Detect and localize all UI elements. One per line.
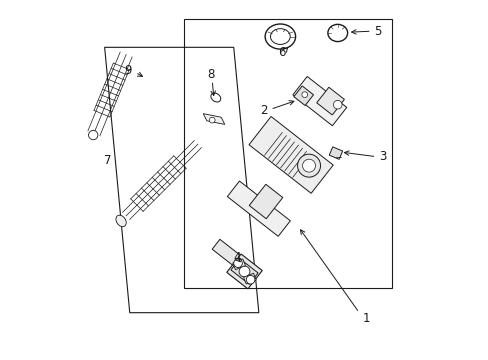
Polygon shape — [230, 258, 258, 284]
Circle shape — [302, 159, 315, 172]
Circle shape — [246, 275, 254, 284]
Polygon shape — [316, 87, 344, 115]
Polygon shape — [212, 239, 247, 271]
Ellipse shape — [210, 93, 220, 102]
Ellipse shape — [116, 215, 126, 227]
Polygon shape — [248, 117, 332, 193]
Ellipse shape — [327, 24, 347, 41]
Text: 2: 2 — [260, 104, 267, 117]
Circle shape — [333, 100, 341, 109]
Text: 3: 3 — [378, 150, 386, 163]
Ellipse shape — [264, 24, 295, 49]
Polygon shape — [293, 86, 313, 105]
Polygon shape — [203, 114, 224, 125]
Polygon shape — [232, 259, 245, 270]
Text: 5: 5 — [373, 25, 381, 38]
Text: 8: 8 — [207, 68, 214, 81]
Circle shape — [209, 117, 215, 123]
Circle shape — [297, 154, 320, 177]
Polygon shape — [227, 181, 290, 236]
Polygon shape — [249, 184, 282, 219]
Text: 6: 6 — [278, 46, 285, 59]
Polygon shape — [292, 76, 346, 126]
Polygon shape — [328, 147, 342, 159]
Polygon shape — [243, 273, 256, 284]
Circle shape — [301, 92, 307, 98]
Text: 7: 7 — [103, 154, 111, 167]
Ellipse shape — [270, 29, 290, 44]
Text: 4: 4 — [233, 251, 241, 264]
Text: 1: 1 — [362, 311, 369, 325]
Text: 9: 9 — [124, 64, 131, 77]
Circle shape — [233, 259, 242, 267]
Polygon shape — [226, 254, 262, 289]
Circle shape — [88, 130, 98, 140]
Circle shape — [239, 266, 249, 277]
